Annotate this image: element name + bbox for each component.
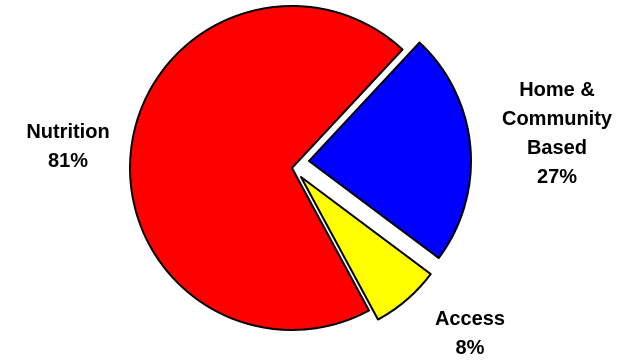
data-label-line: Community xyxy=(502,108,613,130)
data-label-nutrition: Nutrition 81% xyxy=(26,121,109,172)
data-label-line: 27% xyxy=(537,166,577,188)
data-label-line: Access xyxy=(435,308,505,330)
data-label-line: Based xyxy=(527,137,587,159)
pie-slice-access xyxy=(300,176,432,321)
pie-slice-home-community-based xyxy=(308,41,472,260)
data-label-home-community-based: Home & Community Based 27% xyxy=(502,79,613,188)
data-label-access: Access 8% xyxy=(435,308,505,359)
data-label-line: Home & xyxy=(519,79,595,101)
pie-slice-nutrition xyxy=(128,5,404,331)
data-label-line: Nutrition xyxy=(26,121,109,143)
data-label-line: 8% xyxy=(456,337,485,359)
data-label-line: 81% xyxy=(48,150,88,172)
